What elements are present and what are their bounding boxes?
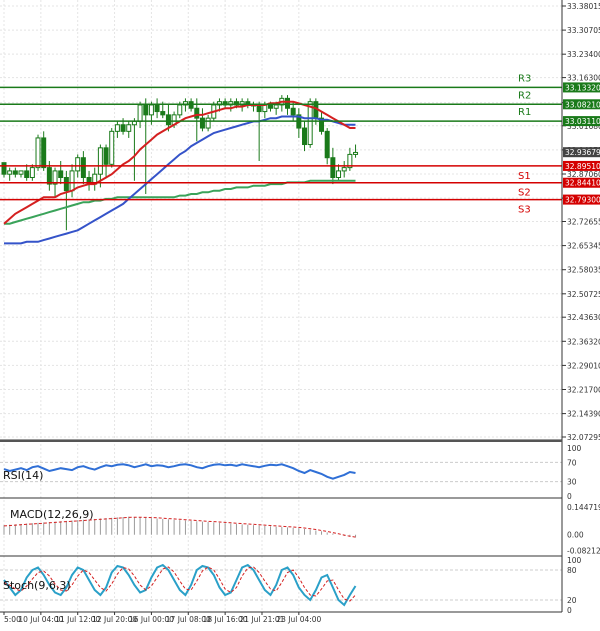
candle-body xyxy=(291,108,295,115)
candle-body xyxy=(303,128,307,144)
rsi-title: RSI(14) xyxy=(3,469,43,482)
candle-body xyxy=(144,105,148,115)
y-tick-label: 32.50725 xyxy=(567,290,600,299)
panel-separator-thick xyxy=(0,440,562,442)
candle-body xyxy=(138,105,142,121)
candle-body xyxy=(178,105,182,115)
candle-body xyxy=(36,138,40,168)
price-tag-label: 32.93679 xyxy=(565,148,600,157)
candle-body xyxy=(155,105,159,112)
y-tick-label: 32.07295 xyxy=(567,433,600,442)
stoch-tick-label: 20 xyxy=(567,596,577,605)
candle-body xyxy=(166,115,170,125)
y-tick-label: 32.36320 xyxy=(567,337,600,346)
y-tick-label: 32.43630 xyxy=(567,313,600,322)
candle-body xyxy=(47,168,51,184)
candle-body xyxy=(30,168,34,178)
price-tag-label: 32.84410 xyxy=(565,179,600,188)
candle-body xyxy=(325,131,329,157)
y-tick-label: 32.29010 xyxy=(567,361,600,370)
candle-body xyxy=(59,171,63,178)
candle-body xyxy=(274,105,278,108)
rsi-tick-label: 30 xyxy=(567,478,577,487)
stoch-tick-label: 100 xyxy=(567,556,582,565)
rsi-tick-label: 0 xyxy=(567,492,572,501)
candle-body xyxy=(308,102,312,145)
y-tick-label: 33.23400 xyxy=(567,50,600,59)
candle-body xyxy=(25,171,29,178)
y-tick-label: 32.72655 xyxy=(567,218,600,227)
candle-body xyxy=(195,108,199,118)
candle-body xyxy=(110,131,114,164)
y-tick-label: 33.16300 xyxy=(567,74,600,83)
candle-body xyxy=(13,171,17,174)
candle-body xyxy=(64,177,68,190)
y-tick-label: 32.58035 xyxy=(567,266,600,275)
candle-body xyxy=(206,118,210,128)
candle xyxy=(110,128,114,168)
candle-body xyxy=(268,105,272,108)
level-label-r1: R1 xyxy=(518,107,531,118)
y-tick-label: 32.14390 xyxy=(567,410,600,419)
macd-tick-label: 0.00 xyxy=(567,531,584,540)
candle-body xyxy=(2,163,6,175)
candle-body xyxy=(104,148,108,164)
candle-body xyxy=(342,168,346,171)
price-tag-label: 33.03110 xyxy=(565,117,600,126)
macd-title: MACD(12,26,9) xyxy=(10,508,94,521)
candle-body xyxy=(81,158,85,178)
x-tick-label: 23 Jul 04:00 xyxy=(276,615,321,624)
y-tick-label: 32.65345 xyxy=(567,242,600,251)
price-tag-label: 33.13320 xyxy=(565,83,600,92)
candle-body xyxy=(127,125,131,132)
y-tick-label: 33.38015 xyxy=(567,2,600,11)
candle-body xyxy=(161,112,165,115)
macd-tick-label: 0.144719 xyxy=(567,503,600,512)
y-tick-label: 32.21700 xyxy=(567,386,600,395)
rsi-tick-label: 100 xyxy=(567,444,582,453)
candle-body xyxy=(200,118,204,128)
stoch-tick-label: 0 xyxy=(567,606,572,615)
candle-body xyxy=(337,171,341,178)
candle-body xyxy=(19,171,23,174)
y-tick-label: 33.30705 xyxy=(567,26,600,35)
chart-canvas: R3 R2 R1 S1 S2 S3 RSI(14) 100 70 30 0 MACD(12,26,… xyxy=(0,0,600,627)
stoch-tick-label: 80 xyxy=(567,566,577,575)
macd-tick-label: -0.08212 xyxy=(567,547,600,556)
rsi-tick-label: 70 xyxy=(567,458,577,467)
price-tag-label: 33.08210 xyxy=(565,100,600,109)
level-label-s3: S3 xyxy=(518,205,531,216)
stoch-title: Stoch(9,6,3) xyxy=(3,579,71,592)
candle-body xyxy=(286,98,290,108)
candle-body xyxy=(331,158,335,178)
candle-body xyxy=(70,171,74,191)
price-tag-label: 32.89510 xyxy=(565,162,600,171)
candle-body xyxy=(149,105,153,115)
forex-chart: R3 R2 R1 S1 S2 S3 RSI(14) 100 70 30 0 MACD(12,26,… xyxy=(0,0,600,627)
candle-body xyxy=(132,121,136,124)
candle-body xyxy=(354,152,358,154)
candle-body xyxy=(8,171,12,174)
level-label-s1: S1 xyxy=(518,171,531,182)
candle-body xyxy=(42,138,46,168)
level-label-s2: S2 xyxy=(518,188,531,199)
candle-body xyxy=(115,125,119,132)
level-label-r3: R3 xyxy=(518,73,531,84)
candle-body xyxy=(98,148,102,174)
candle-body xyxy=(121,125,125,132)
candle-body xyxy=(76,158,80,171)
level-label-r2: R2 xyxy=(518,90,531,101)
chart-background xyxy=(0,0,600,627)
price-tag-label: 32.79300 xyxy=(565,196,600,205)
y-tick-label: 32.87060 xyxy=(567,170,600,179)
